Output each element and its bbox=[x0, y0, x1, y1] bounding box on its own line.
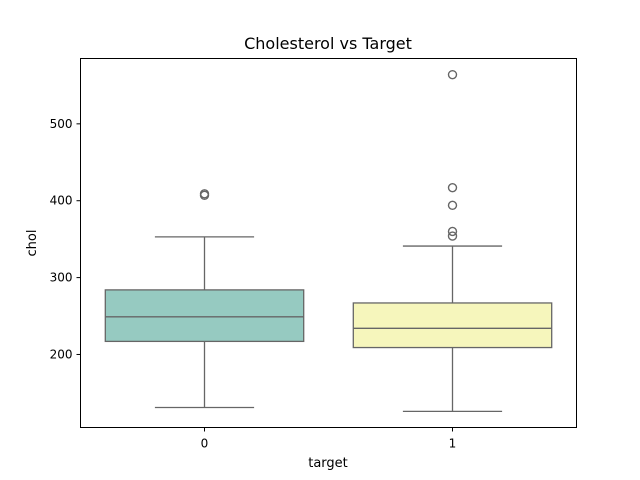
iqr-box bbox=[352, 302, 553, 349]
box-group-1 bbox=[352, 69, 553, 413]
y-axis-ticks: 200 300 400 500 bbox=[50, 117, 81, 361]
y-tick-label: 300 bbox=[50, 271, 73, 285]
outlier-point bbox=[447, 182, 458, 193]
y-tick-label: 500 bbox=[50, 117, 73, 131]
outlier-point bbox=[199, 189, 210, 199]
outlier-point bbox=[447, 200, 458, 211]
box-group-0 bbox=[104, 189, 305, 409]
chart-title: Cholesterol vs Target bbox=[244, 34, 412, 53]
box-marks bbox=[104, 69, 553, 413]
x-tick-label: 1 bbox=[449, 437, 457, 451]
plot-frame bbox=[80, 58, 577, 428]
y-axis-label: chol bbox=[25, 230, 40, 257]
x-tick-label: 0 bbox=[201, 437, 209, 451]
outlier-point bbox=[447, 231, 458, 241]
y-tick-label: 200 bbox=[50, 347, 73, 361]
outlier-point bbox=[447, 69, 458, 80]
x-axis-label: target bbox=[308, 456, 348, 471]
iqr-box bbox=[104, 289, 305, 343]
outlier-point bbox=[447, 226, 458, 237]
y-tick-label: 400 bbox=[50, 194, 73, 208]
